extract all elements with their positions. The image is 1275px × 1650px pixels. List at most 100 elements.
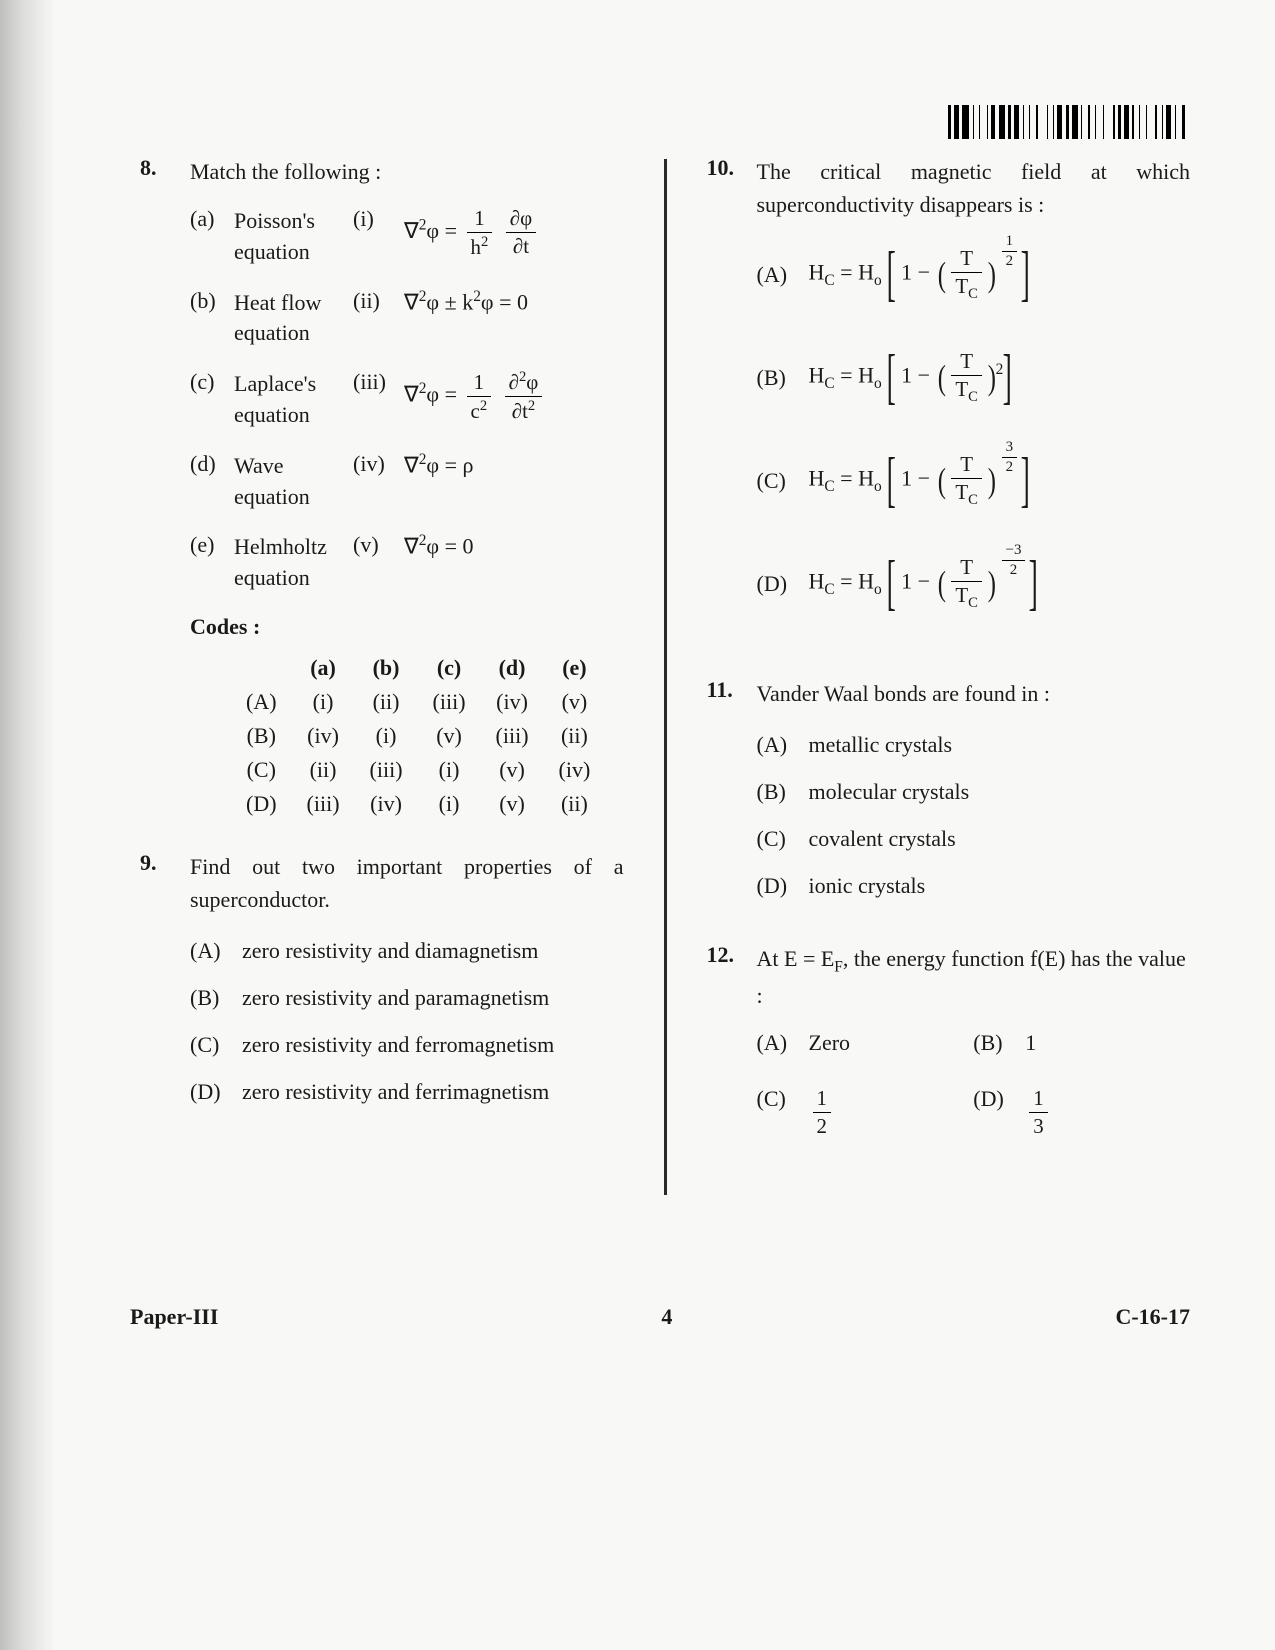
option-text: zero resistivity and ferrimagnetism: [242, 1075, 624, 1108]
option: (D)ionic crystals: [757, 869, 1191, 902]
question-9: 9. Find out two important properties of …: [140, 850, 624, 1122]
match-row: (c)Laplace'sequation(iii)∇2φ = 1c2 ∂2φ∂t…: [190, 369, 624, 431]
option: (B)HC = Ho [ 1 − (TTC)2]: [757, 342, 1191, 413]
match-letter: (d): [190, 451, 234, 477]
match-row: (d)Waveequation(iv)∇2φ = ρ: [190, 451, 624, 513]
code-option-letter: (B): [232, 720, 291, 752]
code-cell: (v): [545, 686, 605, 718]
code-cell: (ii): [293, 754, 354, 786]
match-equation: ∇2φ ± k2φ = 0: [404, 288, 624, 315]
option-letter: (A): [190, 934, 242, 967]
option: (C)HC = Ho [ 1 − (TTC)32]: [757, 445, 1191, 516]
match-rows: (a)Poisson'sequation(i)∇2φ = 1h2 ∂φ∂t(b)…: [190, 206, 624, 594]
option-letter: (C): [757, 1086, 809, 1139]
codes-head: (c): [419, 652, 480, 684]
match-name: Laplace'sequation: [234, 369, 349, 431]
option-equation: HC = Ho [ 1 − (TTC)12]: [809, 239, 1030, 310]
code-option-letter: (C): [232, 754, 291, 786]
code-cell: (v): [419, 720, 480, 752]
option-value: 1: [1025, 1030, 1036, 1056]
question-number: 11.: [707, 677, 757, 916]
code-cell: (iii): [419, 686, 480, 718]
option-letter: (D): [757, 869, 809, 902]
option-letter: (B): [190, 981, 242, 1014]
option-letter: (D): [973, 1086, 1025, 1139]
option-letter: (C): [757, 468, 809, 494]
options: (A)HC = Ho [ 1 − (TTC)12](B)HC = Ho [ 1 …: [757, 239, 1191, 619]
question-number: 8.: [140, 155, 190, 822]
code-cell: (iii): [482, 720, 543, 752]
code-cell: (v): [482, 754, 543, 786]
option-letter: (B): [757, 365, 809, 391]
option-letter: (B): [973, 1030, 1025, 1056]
question-prompt: Find out two important properties of a s…: [190, 850, 624, 916]
barcode: [948, 105, 1187, 139]
question-number: 9.: [140, 850, 190, 1122]
question-11: 11. Vander Waal bonds are found in : (A)…: [707, 677, 1191, 916]
question-body: Find out two important properties of a s…: [190, 850, 624, 1122]
footer-left: Paper-III: [130, 1304, 218, 1330]
match-equation: ∇2φ = 1c2 ∂2φ∂t2: [404, 369, 624, 424]
option-row: (A)Zero(B)1: [757, 1030, 1191, 1056]
code-cell: (ii): [545, 720, 605, 752]
options: (A)metallic crystals (B)molecular crystal…: [757, 728, 1191, 902]
question-body: Vander Waal bonds are found in : (A)meta…: [757, 677, 1191, 916]
option-text: zero resistivity and diamagnetism: [242, 934, 624, 967]
question-body: The critical magnetic field at which sup…: [757, 155, 1191, 651]
match-roman: (i): [349, 206, 404, 232]
match-letter: (e): [190, 532, 234, 558]
scan-edge-shadow: [0, 0, 55, 1650]
option-text: molecular crystals: [809, 775, 1191, 808]
option-row: (C)12(D)13: [757, 1086, 1191, 1139]
option: (D)HC = Ho [ 1 − (TTC)−32]: [757, 548, 1191, 619]
codes-label: Codes :: [190, 614, 624, 640]
option: (A)Zero: [757, 1030, 974, 1056]
option: (B)molecular crystals: [757, 775, 1191, 808]
match-roman: (ii): [349, 288, 404, 314]
match-name: Heat flowequation: [234, 288, 349, 350]
option: (C)covalent crystals: [757, 822, 1191, 855]
option: (B)1: [973, 1030, 1190, 1056]
match-name: Waveequation: [234, 451, 349, 513]
match-name: Poisson'sequation: [234, 206, 349, 268]
option-letter: (D): [190, 1075, 242, 1108]
option-letter: (C): [190, 1028, 242, 1061]
option: (A)zero resistivity and diamagnetism: [190, 934, 624, 967]
right-column: 10. The critical magnetic field at which…: [707, 155, 1191, 1195]
match-letter: (c): [190, 369, 234, 395]
option: (A)metallic crystals: [757, 728, 1191, 761]
options: (A)zero resistivity and diamagnetism(B)z…: [190, 934, 624, 1108]
code-cell: (iv): [482, 686, 543, 718]
match-equation: ∇2φ = 0: [404, 532, 624, 559]
match-row: (e)Helmholtzequation(v)∇2φ = 0: [190, 532, 624, 594]
option-letter: (A): [757, 1030, 809, 1056]
code-cell: (i): [419, 754, 480, 786]
codes-head: (a): [293, 652, 354, 684]
question-body: Match the following : (a)Poisson'sequati…: [190, 155, 624, 822]
option: (D)13: [973, 1086, 1190, 1139]
question-body: At E = EF, the energy function f(E) has …: [757, 942, 1191, 1169]
column-divider: [664, 159, 667, 1195]
match-equation: ∇2φ = 1h2 ∂φ∂t: [404, 206, 624, 260]
match-letter: (a): [190, 206, 234, 232]
code-cell: (iv): [293, 720, 354, 752]
question-prompt: The critical magnetic field at which sup…: [757, 155, 1191, 221]
question-prompt: Match the following :: [190, 155, 624, 188]
code-option-letter: (D): [232, 788, 291, 820]
option-letter: (A): [757, 262, 809, 288]
codes-head: (d): [482, 652, 543, 684]
option: (B)zero resistivity and paramagnetism: [190, 981, 624, 1014]
option-equation: HC = Ho [ 1 − (TTC)−32]: [809, 548, 1039, 619]
option-text: zero resistivity and paramagnetism: [242, 981, 624, 1014]
code-cell: (iv): [545, 754, 605, 786]
option-letter: (D): [757, 571, 809, 597]
left-column: 8. Match the following : (a)Poisson'sequ…: [140, 155, 624, 1195]
options: (A)Zero(B)1 (C)12(D)13: [757, 1030, 1191, 1139]
question-10: 10. The critical magnetic field at which…: [707, 155, 1191, 651]
code-cell: (iv): [356, 788, 417, 820]
option-equation: HC = Ho [ 1 − (TTC)2]: [809, 342, 1012, 413]
code-cell: (i): [356, 720, 417, 752]
codes-table: (a)(b)(c)(d)(e)(A)(i)(ii)(iii)(iv)(v)(B)…: [230, 650, 606, 822]
codes-head: (e): [545, 652, 605, 684]
option-letter: (C): [757, 822, 809, 855]
